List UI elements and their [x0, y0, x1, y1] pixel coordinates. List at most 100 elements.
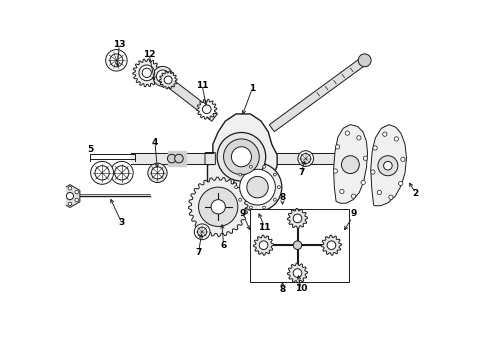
Polygon shape	[165, 78, 218, 121]
Circle shape	[198, 187, 238, 226]
Circle shape	[293, 241, 302, 249]
Text: 9: 9	[351, 210, 357, 219]
Text: 3: 3	[119, 219, 125, 228]
Circle shape	[203, 192, 233, 221]
Circle shape	[68, 186, 72, 190]
Circle shape	[148, 163, 167, 183]
Circle shape	[168, 154, 176, 163]
Circle shape	[327, 241, 336, 249]
Circle shape	[75, 198, 78, 202]
Circle shape	[231, 147, 251, 167]
Text: 8: 8	[279, 285, 286, 294]
Circle shape	[394, 137, 398, 141]
Polygon shape	[288, 208, 308, 228]
Circle shape	[235, 186, 238, 189]
Circle shape	[68, 202, 72, 206]
Polygon shape	[159, 71, 177, 89]
Circle shape	[139, 65, 155, 81]
Circle shape	[371, 170, 375, 174]
Circle shape	[240, 169, 275, 205]
Circle shape	[277, 186, 280, 189]
Circle shape	[239, 198, 242, 201]
Circle shape	[249, 206, 252, 209]
Polygon shape	[288, 263, 308, 283]
Text: 5: 5	[88, 145, 94, 154]
Circle shape	[247, 176, 268, 198]
Circle shape	[153, 66, 173, 86]
Circle shape	[141, 67, 153, 79]
Circle shape	[151, 167, 164, 179]
Circle shape	[351, 194, 356, 198]
Circle shape	[358, 54, 371, 67]
Circle shape	[357, 136, 361, 140]
Circle shape	[217, 132, 266, 181]
Circle shape	[202, 105, 211, 114]
Polygon shape	[197, 99, 217, 119]
Circle shape	[336, 145, 340, 149]
Circle shape	[401, 157, 405, 162]
Circle shape	[197, 227, 207, 237]
Text: 7: 7	[196, 248, 202, 257]
Text: 2: 2	[413, 189, 419, 198]
Circle shape	[377, 190, 382, 195]
Circle shape	[378, 156, 398, 176]
Circle shape	[345, 131, 349, 135]
Polygon shape	[253, 235, 273, 255]
Circle shape	[211, 200, 225, 214]
Circle shape	[263, 165, 266, 168]
Circle shape	[383, 132, 387, 136]
Circle shape	[156, 70, 169, 83]
Circle shape	[301, 154, 311, 163]
Circle shape	[164, 76, 172, 84]
Circle shape	[110, 161, 133, 184]
Polygon shape	[270, 57, 367, 132]
Text: 13: 13	[113, 40, 125, 49]
Circle shape	[91, 161, 114, 184]
Circle shape	[223, 139, 259, 175]
Circle shape	[293, 269, 302, 277]
Circle shape	[273, 173, 276, 176]
Circle shape	[340, 189, 344, 194]
Circle shape	[110, 54, 123, 67]
Circle shape	[263, 206, 266, 209]
Polygon shape	[60, 185, 80, 207]
Text: 4: 4	[152, 138, 158, 147]
Circle shape	[75, 190, 78, 194]
FancyBboxPatch shape	[205, 153, 215, 165]
Circle shape	[142, 68, 151, 77]
Circle shape	[342, 156, 359, 174]
Circle shape	[333, 169, 338, 173]
Polygon shape	[321, 235, 342, 255]
Circle shape	[95, 166, 109, 180]
Circle shape	[259, 241, 268, 249]
Text: 6: 6	[220, 240, 227, 249]
Circle shape	[293, 214, 302, 223]
Text: 8: 8	[279, 193, 286, 202]
Circle shape	[106, 50, 127, 71]
Polygon shape	[371, 125, 407, 206]
Text: 1: 1	[249, 84, 255, 93]
Polygon shape	[189, 177, 248, 237]
Circle shape	[115, 166, 129, 180]
Polygon shape	[133, 59, 161, 87]
Text: 12: 12	[143, 50, 155, 59]
Bar	[250, 208, 348, 282]
Circle shape	[249, 165, 252, 168]
Text: 11: 11	[258, 222, 271, 231]
Circle shape	[61, 198, 65, 202]
Circle shape	[389, 195, 393, 199]
Circle shape	[363, 156, 368, 161]
Circle shape	[233, 163, 282, 211]
Circle shape	[373, 146, 377, 150]
Text: 9: 9	[240, 210, 246, 219]
Polygon shape	[334, 125, 368, 203]
Circle shape	[194, 224, 210, 240]
Circle shape	[398, 181, 403, 186]
Circle shape	[273, 198, 276, 201]
Circle shape	[384, 161, 392, 170]
Circle shape	[239, 173, 242, 176]
Circle shape	[66, 193, 74, 200]
Text: 11: 11	[196, 81, 208, 90]
Circle shape	[174, 154, 183, 163]
Circle shape	[298, 151, 314, 166]
